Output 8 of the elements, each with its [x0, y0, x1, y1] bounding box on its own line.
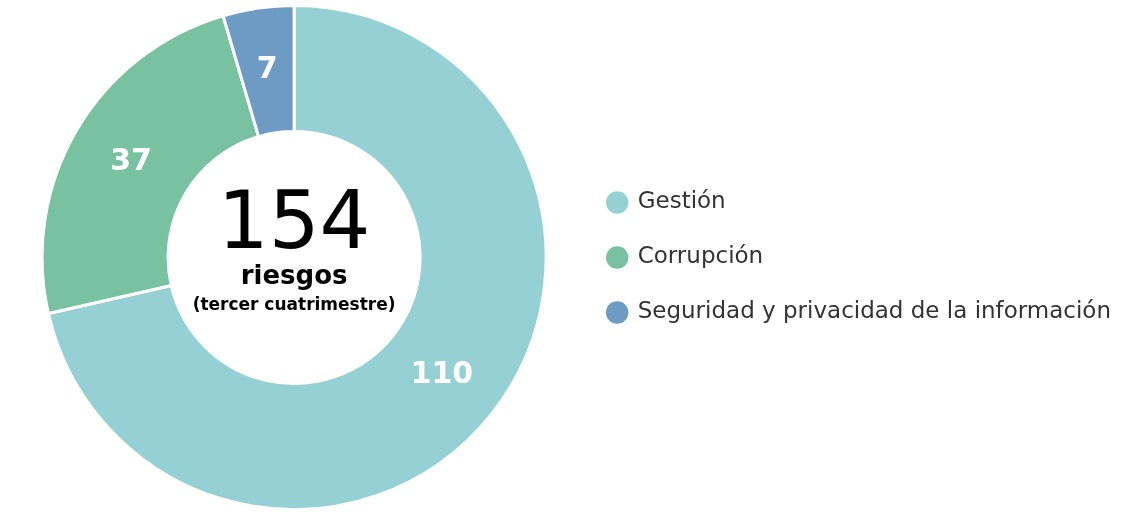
legend-label: Seguridad y privacidad de la información: [637, 297, 1112, 324]
text: (tercer cuatrimestre): [192, 293, 396, 314]
data-label: 110: [410, 355, 474, 391]
legend-label: Gestión: [637, 187, 726, 214]
legend-label: Corrupción: [637, 242, 764, 269]
text: riesgos: [240, 259, 348, 290]
data-label: 7: [256, 50, 278, 86]
data-label: 37: [110, 141, 152, 177]
